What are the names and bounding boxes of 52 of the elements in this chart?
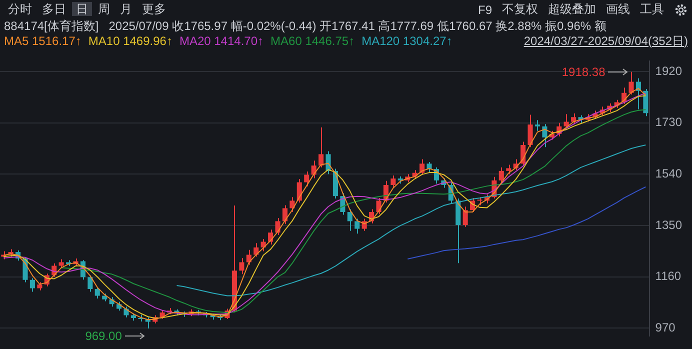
annotation: 1918.38 (562, 64, 606, 79)
candlestick (390, 175, 396, 188)
candlestick (239, 257, 244, 275)
candlestick (534, 120, 540, 132)
candlestick (628, 71, 634, 95)
text: MA60 1446.75↑ (270, 34, 355, 48)
candlestick (304, 170, 310, 187)
candlestick (88, 275, 93, 292)
candlestick (498, 166, 504, 183)
text: 更多 (141, 2, 167, 16)
candlestick (376, 197, 382, 215)
candlestick (426, 162, 432, 173)
text: 2024/03/27-2025/09/04(352日) (524, 32, 688, 50)
text: MA5 1516.17↑ (4, 34, 82, 48)
candlestick (528, 114, 533, 148)
text: MA20 1414.70↑ (179, 34, 264, 48)
y-tick-label: 1540 (655, 166, 682, 180)
text: 周 (97, 2, 111, 16)
y-tick-label: 1160 (655, 269, 682, 284)
text: MA120 1304.27↑ (362, 34, 452, 48)
candlestick (30, 278, 35, 292)
y-tick-label: 1730 (655, 115, 682, 130)
text: 画线 (605, 1, 631, 18)
candlestick (94, 287, 100, 299)
candlestick (290, 196, 295, 213)
candlestick (347, 208, 352, 232)
candlestick (354, 218, 360, 234)
text: 月 (119, 2, 133, 16)
candlestick (420, 158, 425, 176)
text: 多日 (41, 2, 67, 16)
text: 超级叠加 (547, 1, 597, 18)
candlestick (282, 204, 288, 225)
text: 分时 (7, 2, 33, 16)
candlestick (246, 249, 252, 266)
annotation: 969.00 (85, 328, 122, 342)
y-tick-label: 1350 (655, 218, 682, 232)
candlestick (318, 126, 324, 168)
candlestick (124, 306, 129, 318)
candlestick (564, 114, 569, 129)
text: 日 (72, 2, 92, 16)
chart-subtitle: 2025/07/09 收1765.97 幅-0.02%(-0.44) 开1767.41 高1777.69 低1760.67 换2.88% 振0.96% 额 (108, 18, 606, 35)
text: 工具 (639, 1, 665, 18)
y-tick-label: 1920 (655, 64, 682, 78)
candlestick (506, 164, 512, 175)
text: 不复权 (501, 1, 539, 18)
candlestick (462, 206, 468, 228)
candlestick (260, 238, 266, 252)
y-tick-label: 970 (655, 320, 676, 335)
candlestick (275, 217, 280, 236)
text: MA10 1469.96↑ (88, 34, 172, 48)
text: F9 (476, 2, 493, 16)
chart-title: 884174[体育指数] (4, 18, 99, 35)
